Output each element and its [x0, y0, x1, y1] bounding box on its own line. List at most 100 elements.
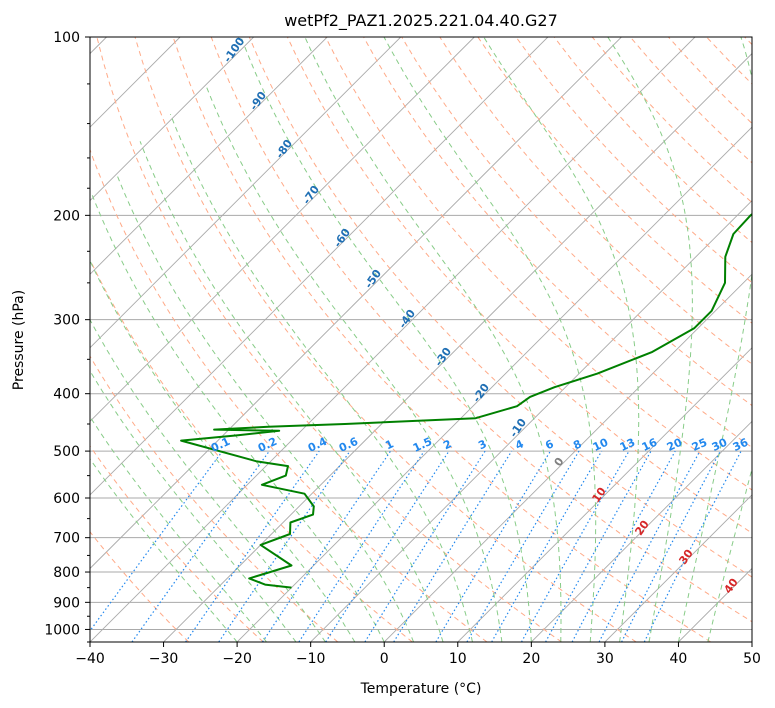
moist-adiabat-line — [169, 114, 473, 642]
mixing-ratio-label: 0.6 — [337, 435, 360, 455]
x-axis-label: Temperature (°C) — [360, 681, 482, 697]
mixing-ratio-label: 1.5 — [411, 435, 434, 455]
mixing-ratio-label: 0.2 — [256, 435, 279, 455]
dry-adiabat-line — [90, 148, 488, 642]
isotherm-line — [531, 420, 752, 642]
dry-adiabat-line — [744, 37, 752, 46]
dry-adiabat-label: -20 — [470, 381, 492, 405]
dry-adiabat-line — [439, 37, 752, 365]
moist-adiabat-line — [90, 369, 297, 642]
isotherm-line — [90, 37, 475, 422]
dry-adiabat-label: -50 — [362, 267, 384, 291]
mixing-ratio-line — [643, 450, 742, 642]
mixing-ratio-label: 30 — [710, 436, 730, 454]
y-tick-label: 300 — [53, 313, 80, 329]
dry-adiabat-line — [286, 37, 752, 534]
mixing-ratio-line — [131, 450, 270, 642]
y-tick-label: 700 — [53, 531, 80, 547]
mixing-ratio-line — [435, 450, 552, 642]
dry-adiabat-line — [90, 258, 413, 642]
mixing-ratio-label: 36 — [731, 436, 751, 454]
mixing-ratio-label: 4 — [513, 437, 526, 452]
mixing-ratio-line — [90, 450, 223, 632]
mixing-ratio-line — [325, 450, 450, 642]
moist-adiabat-line — [304, 37, 562, 642]
dry-adiabat-label: 30 — [676, 547, 696, 567]
isotherm-line — [457, 347, 752, 642]
isotherm-line — [163, 52, 752, 642]
y-tick-label: 600 — [53, 491, 80, 507]
dewpoint-profile-line — [180, 213, 752, 589]
y-tick-label: 400 — [53, 387, 80, 403]
x-tick-label: 30 — [596, 651, 614, 667]
dry-adiabat-label: 20 — [632, 518, 652, 538]
x-tick-label: 10 — [449, 651, 467, 667]
moist-adiabat-line — [483, 37, 640, 642]
dry-adiabat-label: 10 — [589, 485, 609, 505]
isotherm-line — [383, 273, 752, 642]
x-tick-label: −30 — [149, 651, 179, 667]
x-tick-label: 20 — [522, 651, 540, 667]
dry-adiabat-line — [629, 37, 752, 164]
dry-adiabat-line — [90, 531, 190, 642]
dry-adiabat-label: 40 — [721, 576, 741, 596]
dry-adiabat-label: 0 — [552, 455, 567, 469]
mixing-ratio-line — [218, 450, 351, 642]
x-tick-label: 50 — [743, 651, 761, 667]
moist-adiabat-line — [91, 195, 385, 642]
mixing-ratio-label: 16 — [640, 436, 660, 454]
isotherm-line — [90, 37, 696, 642]
mixing-ratio-line — [364, 450, 486, 642]
x-tick-label: 0 — [380, 651, 389, 667]
mixing-ratio-label: 10 — [591, 436, 611, 454]
x-tick-label: 40 — [670, 651, 688, 667]
isotherm-line — [90, 37, 622, 570]
mixing-ratio-line — [261, 450, 391, 642]
dry-adiabat-line — [210, 37, 752, 623]
dry-adiabat-line — [401, 37, 752, 407]
dry-adiabat-label: -100 — [221, 35, 248, 65]
plot-frame — [89, 36, 753, 643]
dry-adiabat-label: -90 — [247, 89, 269, 113]
mixing-ratio-line — [298, 450, 425, 642]
dry-adiabat-line — [90, 445, 264, 642]
x-tick-label: −20 — [222, 651, 252, 667]
moist-adiabat-line — [90, 415, 267, 642]
dry-adiabat-line — [706, 37, 752, 85]
mixing-ratio-label: 6 — [543, 437, 556, 452]
isotherm-line — [751, 641, 752, 642]
isotherm-line — [90, 37, 549, 496]
y-axis-label: Pressure (hPa) — [11, 290, 27, 390]
chart-title: wetPf2_PAZ1.2025.221.04.40.G27 — [284, 11, 558, 31]
isotherm-line — [678, 567, 752, 642]
moist-adiabat-line — [90, 457, 238, 642]
dry-adiabat-label: -60 — [331, 226, 353, 250]
dry-adiabat-line — [172, 37, 712, 642]
mixing-ratio-label: 20 — [665, 436, 685, 454]
dry-adiabat-line — [134, 37, 637, 642]
moist-adiabat-line — [607, 37, 693, 642]
moist-adiabat-line — [90, 318, 326, 642]
y-tick-label: 500 — [53, 444, 80, 460]
moist-adiabat-line — [115, 173, 415, 642]
mixing-ratio-label: 3 — [476, 437, 488, 452]
dry-adiabat-line — [96, 37, 562, 642]
isotherm-line — [90, 37, 402, 349]
isotherm-line — [90, 37, 254, 202]
mixing-ratio-line — [571, 450, 676, 642]
mixing-ratio-label: 2 — [441, 437, 453, 452]
dry-adiabat-label: -10 — [507, 416, 529, 440]
dry-adiabat-line — [90, 355, 339, 642]
y-tick-label: 800 — [53, 565, 80, 581]
dry-adiabat-label: -30 — [432, 345, 454, 369]
y-tick-label: 900 — [53, 595, 80, 611]
mixing-ratio-label: 25 — [690, 436, 709, 454]
y-tick-label: 200 — [53, 208, 80, 224]
moist-adiabat-line — [204, 83, 503, 642]
moist-adiabat-line — [139, 141, 444, 642]
mixing-ratio-line — [545, 450, 652, 642]
dry-adiabat-line — [515, 37, 752, 284]
mixing-ratio-label: 0.4 — [306, 435, 329, 455]
x-tick-label: −10 — [296, 651, 326, 667]
